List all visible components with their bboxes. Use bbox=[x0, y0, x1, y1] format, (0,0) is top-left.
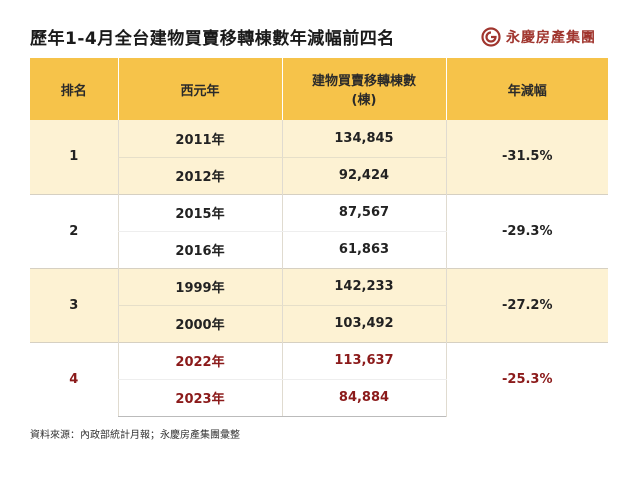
change-cell: -29.3% bbox=[445, 193, 608, 269]
count-cell: 134,845 bbox=[281, 120, 446, 158]
brand: 永慶房產集團 bbox=[481, 27, 596, 47]
table-row: 2000年 103,492 bbox=[30, 305, 608, 343]
rank-cell: 1 bbox=[30, 120, 118, 195]
change-cell: -25.3% bbox=[445, 341, 608, 417]
rank-cell: 2 bbox=[30, 193, 118, 269]
year-cell: 2023年 bbox=[117, 379, 282, 418]
table-row: 2012年 92,424 bbox=[30, 157, 608, 195]
year-cell: 2022年 bbox=[117, 341, 282, 380]
yungching-logo-icon bbox=[481, 27, 501, 47]
rank-cell: 4 bbox=[30, 341, 118, 417]
year-cell: 2015年 bbox=[117, 193, 282, 232]
rank-cell: 3 bbox=[30, 267, 118, 343]
count-cell: 113,637 bbox=[281, 341, 446, 380]
change-cell: -31.5% bbox=[445, 120, 608, 195]
count-cell: 61,863 bbox=[281, 231, 446, 269]
count-cell: 84,884 bbox=[281, 379, 446, 418]
count-cell: 92,424 bbox=[281, 157, 446, 195]
header-count: 建物買賣移轉棟數 (棟) bbox=[281, 58, 446, 120]
page-title: 歷年1-4月全台建物買賣移轉棟數年減幅前四名 bbox=[30, 29, 395, 49]
table-row: 2 2015年 87,567 -29.3% bbox=[30, 193, 608, 269]
header-change: 年減幅 bbox=[445, 58, 608, 120]
year-cell: 2012年 bbox=[117, 157, 282, 195]
table-header-row: 排名 西元年 建物買賣移轉棟數 (棟) 年減幅 bbox=[30, 58, 608, 120]
header-year: 西元年 bbox=[117, 58, 282, 120]
table-row: 3 1999年 142,233 -27.2% bbox=[30, 267, 608, 343]
brand-name: 永慶房產集團 bbox=[506, 30, 596, 46]
header-count-line1: 建物買賣移轉棟數 bbox=[311, 74, 416, 89]
year-cell: 2011年 bbox=[117, 120, 282, 158]
count-cell: 87,567 bbox=[281, 193, 446, 232]
table-row: 1 2011年 134,845 -31.5% bbox=[30, 120, 608, 195]
count-cell: 142,233 bbox=[281, 267, 446, 306]
count-cell: 103,492 bbox=[281, 305, 446, 343]
change-cell: -27.2% bbox=[445, 267, 608, 343]
table-row: 2023年 84,884 bbox=[30, 379, 608, 418]
header-count-line2: (棟) bbox=[351, 93, 377, 108]
table-row: 2016年 61,863 bbox=[30, 231, 608, 269]
header-rank: 排名 bbox=[30, 58, 118, 120]
year-cell: 1999年 bbox=[117, 267, 282, 306]
table-row: 4 2022年 113,637 -25.3% bbox=[30, 341, 608, 417]
source-note: 資料來源：內政部統計月報；永慶房產集團彙整 bbox=[30, 430, 240, 441]
year-cell: 2016年 bbox=[117, 231, 282, 269]
year-cell: 2000年 bbox=[117, 305, 282, 343]
ranking-table: 排名 西元年 建物買賣移轉棟數 (棟) 年減幅 1 2011年 134,845 … bbox=[30, 58, 608, 418]
